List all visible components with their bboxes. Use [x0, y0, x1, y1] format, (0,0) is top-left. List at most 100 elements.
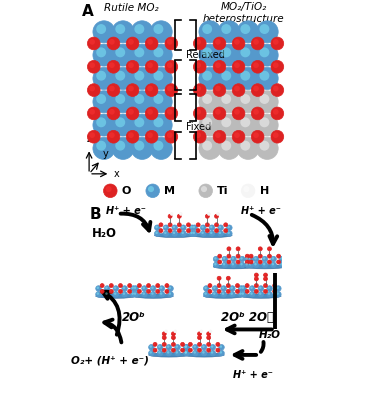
Circle shape: [277, 260, 280, 264]
Circle shape: [253, 39, 259, 45]
Circle shape: [112, 44, 134, 66]
Circle shape: [146, 284, 151, 288]
Circle shape: [276, 286, 279, 289]
Circle shape: [198, 343, 200, 345]
Circle shape: [147, 284, 149, 286]
Circle shape: [208, 213, 209, 214]
Circle shape: [262, 262, 268, 268]
Circle shape: [280, 263, 283, 266]
Circle shape: [240, 257, 243, 260]
Circle shape: [96, 292, 101, 297]
Circle shape: [250, 292, 253, 295]
Circle shape: [154, 71, 163, 81]
Circle shape: [154, 48, 163, 57]
Circle shape: [197, 348, 201, 352]
Circle shape: [207, 332, 209, 334]
Circle shape: [172, 231, 177, 236]
Circle shape: [109, 62, 115, 68]
Circle shape: [89, 132, 95, 138]
Circle shape: [200, 225, 206, 230]
Circle shape: [176, 345, 178, 348]
Circle shape: [253, 132, 259, 138]
Circle shape: [89, 62, 95, 68]
Circle shape: [154, 24, 163, 34]
Circle shape: [209, 231, 215, 236]
Circle shape: [164, 232, 166, 234]
Circle shape: [182, 226, 184, 228]
Circle shape: [218, 225, 223, 230]
Circle shape: [147, 39, 153, 45]
Circle shape: [195, 132, 201, 138]
Circle shape: [215, 39, 221, 45]
Circle shape: [112, 91, 134, 113]
Circle shape: [193, 345, 196, 348]
Circle shape: [96, 48, 106, 57]
Circle shape: [210, 226, 213, 228]
Circle shape: [217, 349, 218, 350]
Circle shape: [215, 215, 217, 217]
Circle shape: [206, 223, 209, 227]
Circle shape: [221, 48, 231, 57]
Circle shape: [154, 117, 163, 127]
Circle shape: [214, 223, 218, 227]
Circle shape: [151, 292, 154, 295]
Circle shape: [211, 351, 213, 354]
Circle shape: [253, 62, 259, 68]
Text: Relaxed: Relaxed: [186, 50, 224, 60]
Ellipse shape: [133, 294, 173, 298]
Circle shape: [162, 332, 166, 336]
Circle shape: [214, 257, 217, 260]
Circle shape: [131, 114, 153, 136]
Circle shape: [221, 24, 231, 34]
Circle shape: [149, 350, 154, 356]
Circle shape: [172, 342, 175, 346]
Circle shape: [197, 332, 201, 336]
Circle shape: [217, 213, 218, 214]
Circle shape: [208, 284, 210, 286]
Circle shape: [242, 286, 244, 289]
Circle shape: [218, 231, 223, 236]
Circle shape: [97, 286, 99, 289]
Circle shape: [115, 117, 125, 127]
Circle shape: [227, 226, 230, 228]
Circle shape: [109, 109, 115, 115]
Circle shape: [273, 62, 279, 68]
Circle shape: [189, 231, 195, 236]
Circle shape: [236, 290, 238, 292]
Circle shape: [237, 21, 259, 43]
Circle shape: [115, 71, 125, 81]
Circle shape: [234, 86, 240, 91]
Circle shape: [156, 289, 160, 293]
Circle shape: [227, 225, 232, 230]
Circle shape: [147, 86, 153, 91]
Circle shape: [223, 257, 225, 260]
Circle shape: [110, 284, 112, 286]
Circle shape: [251, 84, 264, 96]
Circle shape: [218, 260, 222, 264]
Circle shape: [204, 286, 207, 289]
Circle shape: [173, 226, 175, 228]
Circle shape: [158, 351, 161, 354]
Circle shape: [188, 348, 192, 352]
Circle shape: [131, 91, 153, 113]
Circle shape: [93, 91, 115, 113]
Circle shape: [202, 71, 212, 81]
Circle shape: [150, 137, 172, 160]
Circle shape: [115, 94, 125, 104]
Circle shape: [159, 292, 165, 297]
Text: H⁺ + e⁻: H⁺ + e⁻: [241, 206, 281, 216]
Circle shape: [183, 350, 189, 356]
Circle shape: [208, 289, 212, 293]
Circle shape: [165, 107, 178, 120]
Circle shape: [172, 349, 174, 350]
Circle shape: [208, 290, 210, 292]
Text: 2Oᵇ 2Oၣ: 2Oᵇ 2Oၣ: [221, 311, 274, 324]
Circle shape: [104, 184, 117, 198]
Circle shape: [105, 286, 108, 289]
Circle shape: [263, 263, 265, 266]
Circle shape: [156, 290, 158, 292]
Text: H⁺ + e⁻: H⁺ + e⁻: [233, 370, 273, 380]
Circle shape: [254, 284, 258, 288]
Circle shape: [165, 330, 166, 332]
Circle shape: [237, 255, 238, 256]
